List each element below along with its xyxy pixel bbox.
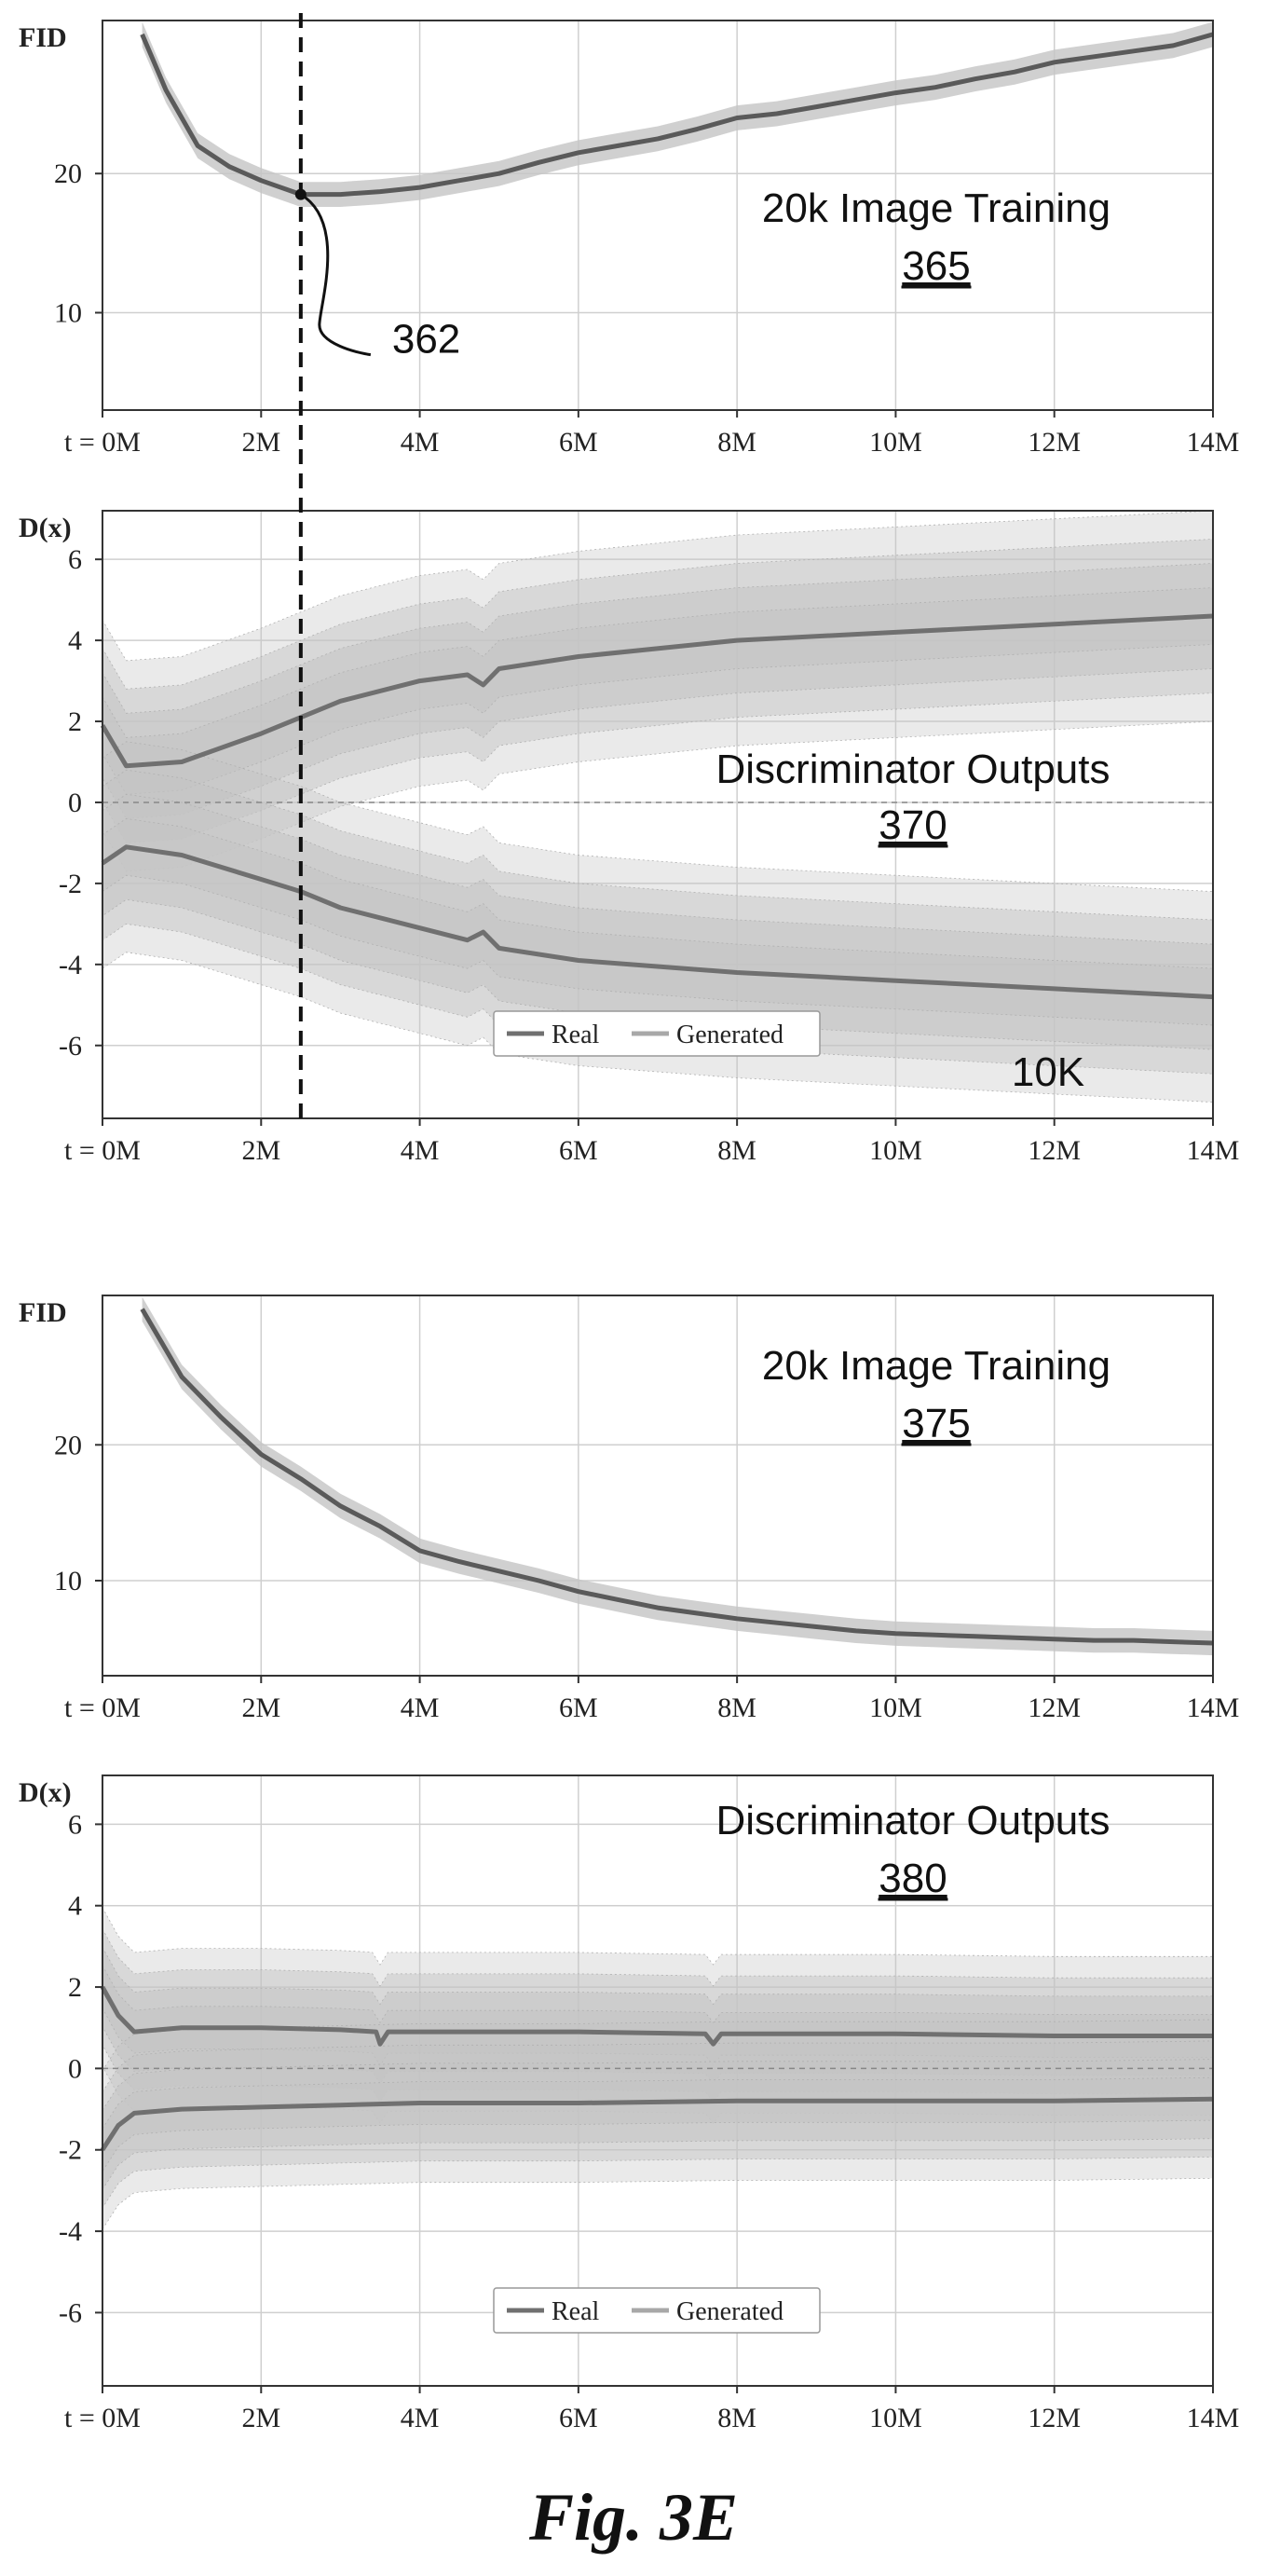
series-line-generated <box>100 2096 1214 2152</box>
series-line-real <box>100 1985 1213 2047</box>
x-tick-label: 12M <box>1028 427 1081 458</box>
y-tick-label: -6 <box>59 1031 82 1062</box>
chart-annotation: 20k Image Training <box>762 185 1110 231</box>
x-tick-label: 14M <box>1187 427 1240 458</box>
legend: Real Generated <box>493 1010 821 1057</box>
chart-annotation: Discriminator Outputs <box>715 747 1110 792</box>
y-tick-label: 4 <box>68 1891 82 1922</box>
band-generated <box>102 817 1214 1026</box>
dataset-tag: 10K <box>1012 1049 1084 1095</box>
series-line-generated <box>101 844 1214 1000</box>
chart-1: FID 10 20 t = 0M 2M 4M 6M 8M 10M 12M 14M 20k Image … <box>19 20 1240 458</box>
series-line-real <box>100 613 1214 769</box>
x-tick-label: 2M <box>241 1692 280 1723</box>
chart-annotation: 20k Image Training <box>762 1343 1110 1389</box>
x-tick-label: 2M <box>241 427 280 458</box>
x-tick-label: 4M <box>401 1692 440 1723</box>
x-tick-label: 8M <box>717 1135 756 1166</box>
chart-3: FID 10 20 t = 0M 2M 4M 6M 8M 10M 12M 14M 20k Image … <box>19 1295 1239 1723</box>
x-tick-label: 10M <box>869 1135 922 1166</box>
x-tick-label: 10M <box>869 427 922 458</box>
x-tick-label: 2M <box>241 1135 280 1166</box>
x-tick-label: 10M <box>869 1692 922 1723</box>
x-tick-label: 6M <box>559 1692 598 1723</box>
y-tick-label: 10 <box>54 298 82 329</box>
markers-layer: 362 <box>294 13 460 1118</box>
y-axis-title: D(x) <box>19 513 72 543</box>
x-tick-label: 14M <box>1187 1135 1240 1166</box>
series-line-fid <box>140 1308 1214 1646</box>
marker-label: 362 <box>392 317 460 363</box>
figure-caption: Fig. 3E <box>528 2480 738 2555</box>
legend-label-real: Real <box>552 1021 600 1049</box>
legend-label-generated: Generated <box>676 2297 783 2326</box>
series-line-fid <box>140 32 1214 198</box>
x-tick-label: 8M <box>717 1692 756 1723</box>
y-axis-title: FID <box>19 22 67 53</box>
plot-frame <box>102 20 1214 411</box>
x-tick-label: 2M <box>241 2403 280 2433</box>
y-tick-label: 6 <box>68 544 82 575</box>
chart-annotation: Discriminator Outputs <box>715 1798 1110 1843</box>
marker-leader <box>300 193 372 357</box>
x-tick-label: 14M <box>1187 1692 1240 1723</box>
y-tick-label: 10 <box>54 1566 82 1596</box>
x-tick-label: 6M <box>559 1135 598 1166</box>
y-tick-label: 0 <box>68 2053 82 2084</box>
y-tick-label: -2 <box>59 2135 82 2166</box>
x-tick-label: 6M <box>559 427 598 458</box>
chart-2: D(x)6 4 2 0 -2 -4 -6 t = 0M 2M 4M 6M 8M 10M 12M 14M Dis… <box>19 510 1240 1166</box>
x-tick-label: 8M <box>717 427 756 458</box>
y-tick-label: 2 <box>68 1972 82 2003</box>
x-tick-label: t = 0M <box>64 2403 141 2433</box>
x-tick-label: 12M <box>1028 1135 1081 1166</box>
y-tick-label: -4 <box>59 2216 82 2247</box>
x-tick-label: 4M <box>401 1135 440 1166</box>
x-tick-label: 12M <box>1028 1692 1081 1723</box>
x-tick-label: 14M <box>1187 2403 1240 2433</box>
y-tick-label: 20 <box>54 158 82 189</box>
chart-4: D(x)6 4 2 0 -2 -4 -6 t = 0M 2M 4M 6M 8M 10M 12M 14M Dis… <box>19 1774 1240 2433</box>
x-tick-label: 12M <box>1028 2403 1081 2433</box>
x-tick-label: 6M <box>559 2403 598 2433</box>
plot-frame <box>102 1774 1214 2387</box>
chart-reference: 380 <box>879 1856 947 1901</box>
x-tick-label: 4M <box>401 2403 440 2433</box>
x-tick-label: t = 0M <box>64 1135 141 1166</box>
x-tick-label: 4M <box>401 427 440 458</box>
plot-frame <box>102 1295 1214 1677</box>
y-tick-label: -4 <box>59 950 82 980</box>
chart-reference: 365 <box>902 243 970 289</box>
y-tick-label: 0 <box>68 788 82 818</box>
x-tick-label: 8M <box>717 2403 756 2433</box>
x-tick-label: t = 0M <box>64 427 141 458</box>
y-tick-label: 20 <box>54 1430 82 1460</box>
y-tick-label: -6 <box>59 2297 82 2328</box>
plot-frame <box>102 510 1214 1119</box>
legend-label-generated: Generated <box>676 1021 783 1049</box>
chart-reference: 375 <box>902 1401 970 1446</box>
chart-reference: 370 <box>879 802 947 848</box>
x-tick-label: 10M <box>869 2403 922 2433</box>
y-tick-label: 4 <box>68 625 82 656</box>
y-axis-title: D(x) <box>19 1777 72 1808</box>
legend-label-real: Real <box>552 2297 600 2326</box>
y-tick-label: 2 <box>68 706 82 737</box>
y-tick-label: 6 <box>68 1809 82 1840</box>
y-axis-title: FID <box>19 1297 67 1328</box>
legend: Real Generated <box>493 2287 821 2334</box>
x-tick-label: t = 0M <box>64 1692 141 1723</box>
y-tick-label: -2 <box>59 869 82 899</box>
fid-band <box>142 21 1214 207</box>
